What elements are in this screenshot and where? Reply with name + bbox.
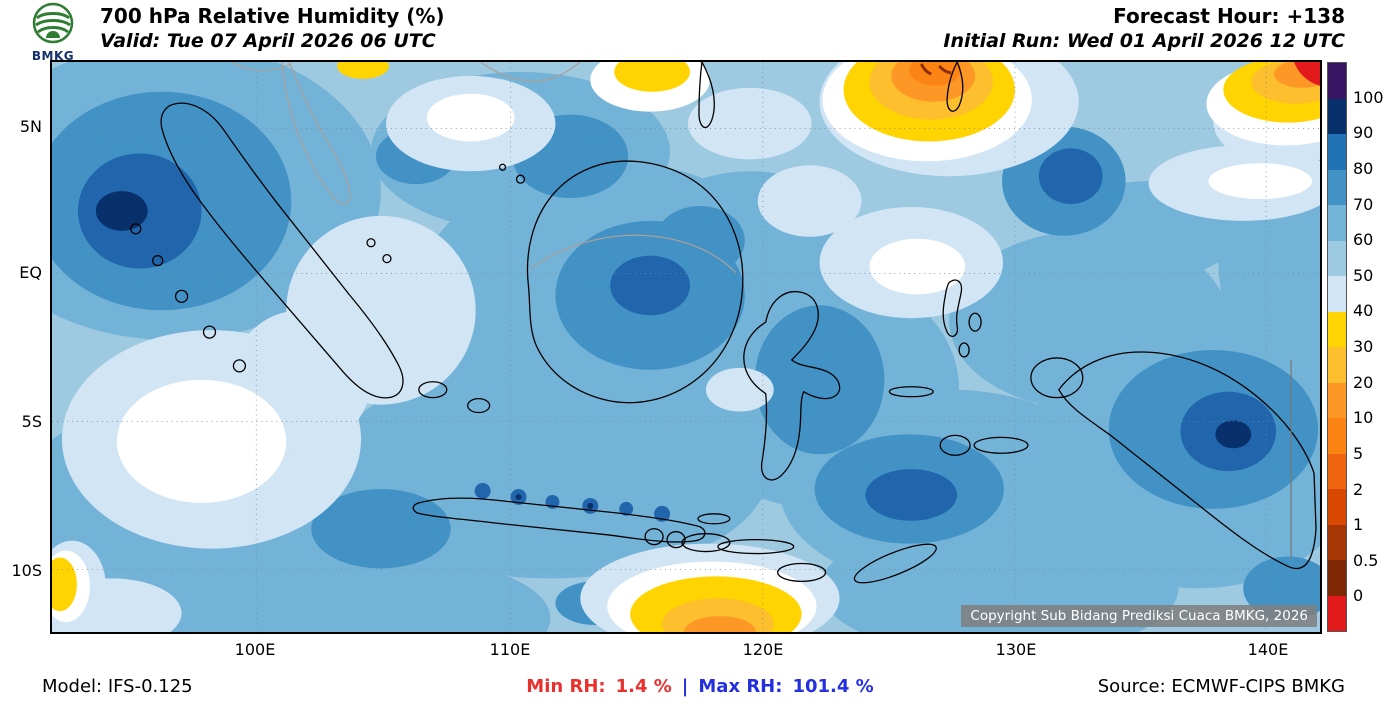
colorbar-band	[1328, 276, 1346, 312]
colorbar-band	[1328, 524, 1346, 560]
colorbar-band	[1328, 240, 1346, 276]
max-rh-value: 101.4 %	[792, 676, 874, 697]
colorbar-band	[1328, 418, 1346, 454]
humidity-field-image	[52, 62, 1320, 632]
max-rh-group: Max RH: 101.4 %	[698, 676, 873, 697]
xtick-100e: 100E	[234, 640, 276, 659]
valid-time: Valid: Tue 07 April 2026 06 UTC	[100, 30, 436, 52]
copyright-overlay: Copyright Sub Bidang Prediksi Cuaca BMKG…	[961, 605, 1317, 627]
xtick-130e: 130E	[995, 640, 1037, 659]
colorbar-tick-label: 70	[1353, 194, 1374, 214]
colorbar-band	[1328, 453, 1346, 489]
xtick-120e: 120E	[742, 640, 784, 659]
min-rh-label: Min RH:	[526, 676, 606, 697]
colorbar-band	[1328, 63, 1346, 99]
ytick-5n: 5N	[19, 117, 42, 136]
colorbar-tick-label: 90	[1353, 123, 1374, 143]
bmkg-logo: BMKG	[10, 2, 96, 63]
min-rh-value: 1.4 %	[615, 676, 672, 697]
map-plot-area: Copyright Sub Bidang Prediksi Cuaca BMKG…	[50, 60, 1322, 634]
ytick-eq: EQ	[19, 263, 42, 282]
rh-separator: |	[681, 676, 689, 697]
rh-extremes: Min RH: 1.4 % | Max RH: 101.4 %	[526, 676, 873, 697]
colorbar-tick-label: 2	[1353, 479, 1364, 499]
colorbar-tick-label: 5	[1353, 443, 1364, 463]
colorbar-band	[1328, 382, 1346, 418]
page-title: 700 hPa Relative Humidity (%)	[100, 4, 445, 28]
colorbar-tick-label: 100	[1353, 87, 1384, 107]
colorbar-tick-label: 80	[1353, 158, 1374, 178]
min-rh-group: Min RH: 1.4 %	[526, 676, 672, 697]
bmkg-logo-label: BMKG	[31, 49, 75, 63]
max-rh-label: Max RH:	[698, 676, 783, 697]
initial-run: Initial Run: Wed 01 April 2026 12 UTC	[943, 30, 1345, 52]
colorbar-bands	[1327, 62, 1347, 632]
colorbar-band	[1328, 169, 1346, 205]
colorbar-tick-label: 10	[1353, 408, 1374, 428]
colorbar-tick-label: 60	[1353, 230, 1374, 250]
colorbar-band	[1328, 489, 1346, 525]
colorbar-band	[1328, 560, 1346, 596]
xtick-140e: 140E	[1247, 640, 1289, 659]
colorbar-band	[1328, 595, 1346, 631]
colorbar-band	[1328, 98, 1346, 134]
model-label: Model: IFS-0.125	[42, 676, 193, 697]
colorbar-tick-label: 40	[1353, 301, 1374, 321]
bmkg-logo-icon	[32, 2, 74, 44]
forecast-hour: Forecast Hour: +138	[1113, 4, 1345, 28]
colorbar-tick-label: 1	[1353, 515, 1364, 535]
source-label: Source: ECMWF-CIPS BMKG	[1097, 676, 1345, 697]
xtick-110e: 110E	[489, 640, 531, 659]
colorbar-band	[1328, 347, 1346, 383]
ytick-5s: 5S	[21, 412, 42, 431]
colorbar-labels: 100 90 80 70 60 50 40 30 20 10 5 2 1 0.5 0	[1353, 62, 1399, 632]
colorbar-tick-label: 30	[1353, 337, 1374, 356]
colorbar-band	[1328, 134, 1346, 170]
colorbar-tick-label: 0.5	[1353, 550, 1379, 570]
ytick-10s: 10S	[11, 561, 42, 580]
colorbar-tick-label: 50	[1353, 265, 1374, 285]
colorbar-tick-label: 0	[1353, 586, 1364, 606]
colorbar-band	[1328, 205, 1346, 241]
colorbar-tick-label: 20	[1353, 372, 1374, 392]
colorbar-band	[1328, 311, 1346, 347]
